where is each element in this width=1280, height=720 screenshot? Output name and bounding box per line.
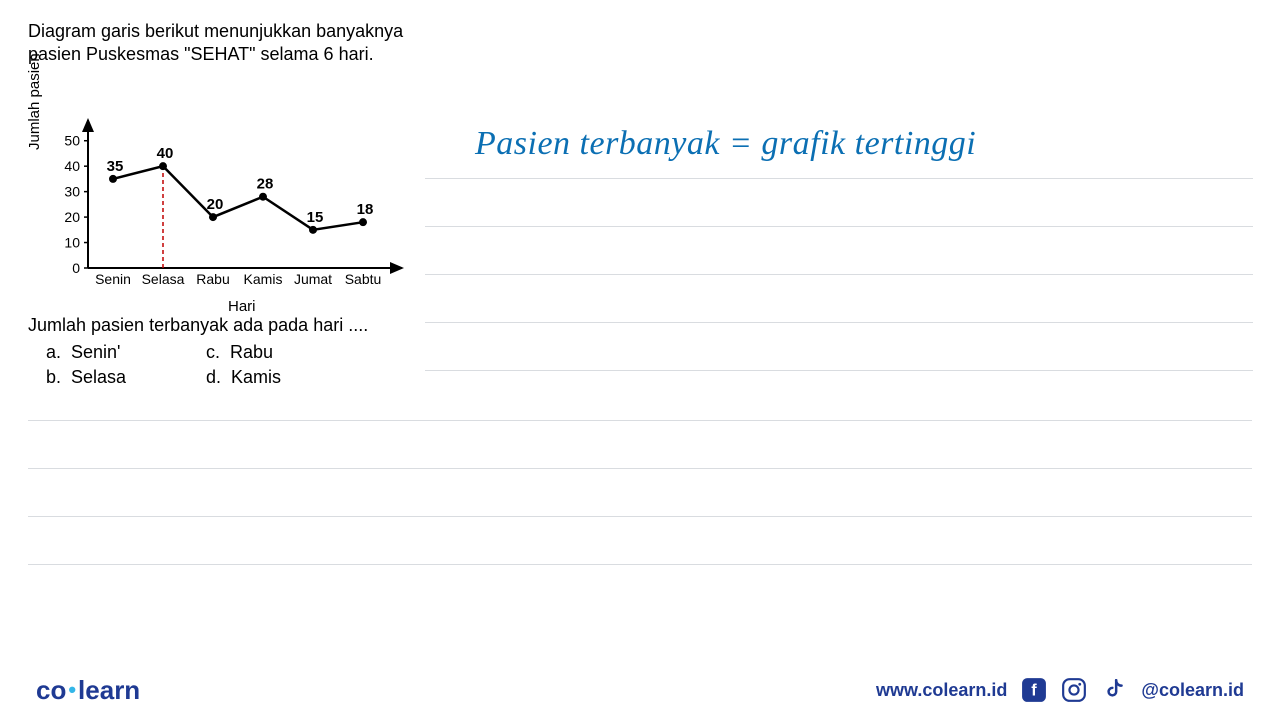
footer: co•learn www.colearn.id f @colearn.id — [0, 660, 1280, 720]
ruled-line — [425, 226, 1253, 227]
svg-text:35: 35 — [107, 158, 124, 175]
svg-text:Senin: Senin — [95, 271, 131, 287]
svg-text:Sabtu: Sabtu — [345, 271, 382, 287]
ruled-line — [28, 468, 1252, 469]
svg-text:0: 0 — [72, 260, 80, 276]
ruled-line — [425, 370, 1253, 371]
svg-text:Jumat: Jumat — [294, 271, 332, 287]
svg-text:20: 20 — [64, 209, 80, 225]
tiktok-icon — [1101, 677, 1127, 703]
svg-text:30: 30 — [64, 184, 80, 200]
ruled-line — [28, 564, 1252, 565]
svg-text:18: 18 — [357, 201, 374, 218]
footer-url: www.colearn.id — [876, 680, 1007, 701]
ruled-line — [425, 322, 1253, 323]
svg-text:f: f — [1032, 681, 1038, 699]
facebook-icon: f — [1021, 677, 1047, 703]
svg-text:15: 15 — [307, 209, 324, 226]
instagram-icon — [1061, 677, 1087, 703]
option-a: a. Senin' — [46, 342, 206, 363]
option-b: b. Selasa — [46, 367, 206, 388]
svg-text:20: 20 — [207, 196, 224, 213]
svg-text:Selasa: Selasa — [142, 271, 185, 287]
svg-text:50: 50 — [64, 133, 80, 149]
handwritten-note: Pasien terbanyak = grafik tertinggi — [475, 125, 976, 163]
svg-text:40: 40 — [64, 158, 80, 174]
line-chart: Jumlah pasien 01020304050SeninSelasaRabu… — [28, 108, 408, 308]
ruled-line — [28, 420, 1252, 421]
svg-text:Rabu: Rabu — [196, 271, 229, 287]
brand-logo: co•learn — [36, 675, 140, 706]
chart-svg: 0 10 20 30 40 50 Senin Selasa Rabu Kamis Jumat Sabt… — [28, 108, 408, 308]
option-c: c. Rabu — [206, 342, 366, 363]
ruled-line — [28, 516, 1252, 517]
ruled-line — [425, 274, 1253, 275]
svg-text:Kamis: Kamis — [244, 271, 283, 287]
svg-text:10: 10 — [64, 235, 80, 251]
x-axis-label: Hari — [228, 298, 256, 315]
ruled-line — [425, 178, 1253, 179]
question-text: Jumlah pasien terbanyak ada pada hari ..… — [28, 315, 368, 336]
y-axis-label: Jumlah pasien — [26, 53, 43, 150]
footer-handle: @colearn.id — [1141, 680, 1244, 701]
answer-options: a. Senin' c. Rabu b. Selasa d. Kamis — [46, 342, 366, 388]
svg-text:28: 28 — [257, 176, 274, 193]
svg-text:40: 40 — [157, 145, 174, 162]
option-d: d. Kamis — [206, 367, 366, 388]
problem-text: Diagram garis berikut menunjukkan banyak… — [28, 20, 408, 67]
